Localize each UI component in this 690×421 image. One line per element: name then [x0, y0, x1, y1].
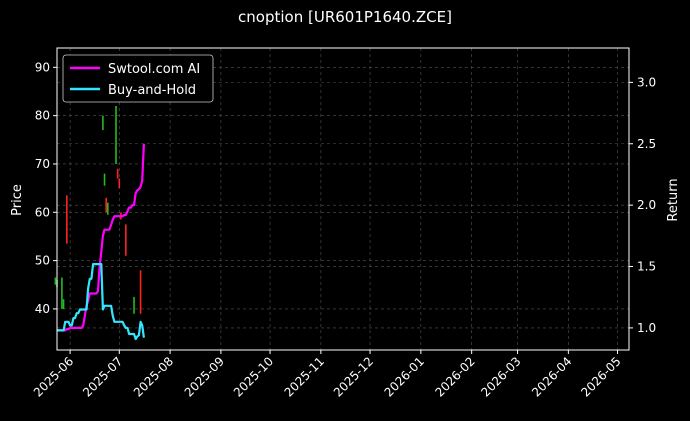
series-line-buy-and-hold: [57, 263, 145, 341]
y2-tick-label: 2.5: [637, 137, 656, 151]
legend-label-bh: Buy-and-Hold: [108, 83, 196, 98]
legend: Swtool.com AI Buy-and-Hold: [62, 54, 214, 103]
y2-tick-label: 2.0: [637, 198, 656, 212]
y-tick-label: 90: [35, 60, 50, 74]
legend-box: [62, 54, 214, 103]
y-tick-label: 50: [35, 254, 50, 268]
y-axis-right: 1.0 1.5 2.0 2.5 3.0: [629, 75, 656, 335]
y-tick-label: 40: [35, 302, 50, 316]
y2-tick-label: 3.0: [637, 75, 656, 89]
y2-tick-label: 1.5: [637, 260, 656, 274]
grid: [57, 48, 629, 350]
y2-tick-label: 1.0: [637, 321, 656, 335]
series-lines: [57, 143, 145, 341]
series-line-ai: [57, 143, 145, 332]
y2-axis-label: Return: [666, 178, 681, 221]
y-tick-label: 70: [35, 157, 50, 171]
plot-frame: [56, 47, 630, 351]
candles: [54, 105, 142, 314]
y-tick-label: 80: [35, 109, 50, 123]
legend-label-ai: Swtool.com AI: [108, 62, 200, 77]
y-axis-label: Price: [10, 184, 25, 216]
y-axis-left: 40 50 60 70 80 90: [35, 60, 57, 316]
chart-title: cnoption [UR601P1640.ZCE]: [238, 8, 452, 26]
y-tick-label: 60: [35, 205, 50, 219]
